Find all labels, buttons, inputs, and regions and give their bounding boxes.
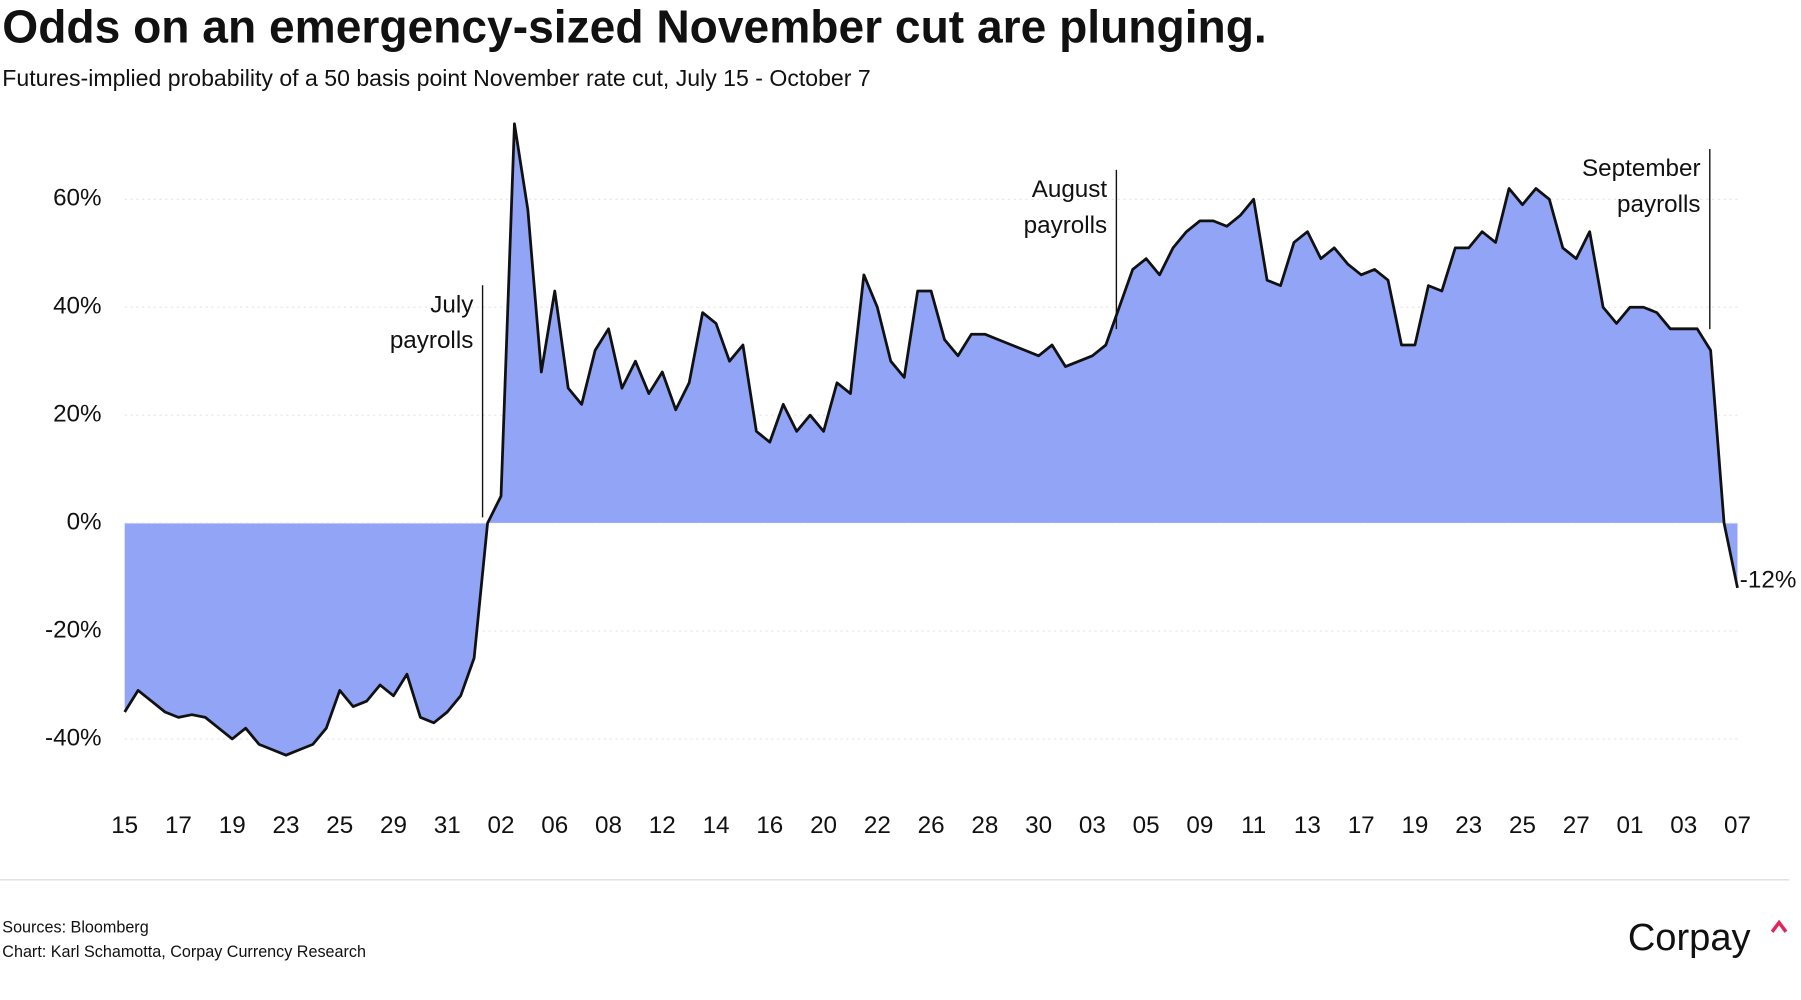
x-tick-label: 08 [595,812,622,839]
y-tick-label: -20% [45,616,102,643]
x-tick-label: 05 [1133,812,1160,839]
x-tick-label: 03 [1079,812,1106,839]
credit: Chart: Karl Schamotta, Corpay Currency R… [2,943,366,961]
x-tick-label: 30 [1025,812,1052,839]
annotation-text: payrolls [1024,212,1108,239]
annotation-text: September [1582,155,1701,182]
x-tick-label: 27 [1563,812,1590,839]
annotation-text: payrolls [390,327,474,354]
x-tick-label: 02 [488,812,515,839]
y-tick-label: 60% [53,185,102,212]
x-tick-label: 19 [219,812,246,839]
x-tick-label: 22 [864,812,891,839]
logo-mark [1770,919,1788,933]
x-tick-label: 31 [434,812,461,839]
annotation-text: July [430,291,474,318]
line [123,122,1739,757]
x-tick-label: 14 [703,812,730,839]
x-tick-label: 28 [971,812,998,839]
x-tick-label: 06 [541,812,568,839]
value-label: -12% [1740,566,1797,593]
x-tick-label: 25 [326,812,353,839]
annotation-text: payrolls [1617,191,1701,218]
x-tick-label: 11 [1241,812,1266,839]
x-tick-label: 20 [810,812,837,839]
x-tick-label: 07 [1724,812,1751,839]
x-tick-label: 25 [1509,812,1536,839]
x-tick-label: 26 [918,812,945,839]
annotation-text: August [1032,176,1108,203]
x-tick-label: 23 [272,812,299,839]
x-tick-label: 17 [1348,812,1375,839]
y-tick-label: 20% [53,401,102,428]
x-tick-label: 03 [1670,812,1697,839]
x-tick-label: 09 [1186,812,1213,839]
x-tick-label: 23 [1455,812,1482,839]
chart-subtitle: Futures-implied probability of a 50 basi… [2,65,870,91]
area [124,123,1738,756]
x-tick-label: 19 [1401,812,1428,839]
y-tick-label: 0% [67,509,102,536]
y-tick-label: -40% [45,724,102,751]
x-tick-label: 12 [649,812,676,839]
x-tick-label: 16 [756,812,783,839]
x-tick-label: 17 [165,812,192,839]
x-tick-label: 01 [1616,812,1643,839]
x-tick-label: 13 [1294,812,1321,839]
y-tick-label: 40% [53,293,102,320]
sources: Sources: Bloomberg [2,919,148,937]
chart-title: Odds on an emergency-sized November cut … [2,0,1266,52]
x-tick-label: 15 [111,812,138,839]
x-tick-label: 29 [380,812,407,839]
logo: Corpay [1628,917,1751,959]
